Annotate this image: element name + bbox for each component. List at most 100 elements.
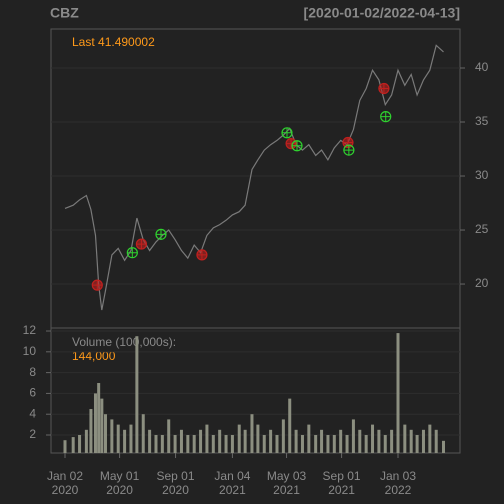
- volume-bar: [332, 435, 336, 453]
- volume-bar: [294, 429, 298, 453]
- volume-bar: [281, 419, 285, 453]
- volume-bar: [409, 429, 413, 453]
- marker-cross: [92, 280, 103, 291]
- x-tick-label: Jan 02 2020: [46, 469, 84, 497]
- volume-bar: [148, 429, 152, 453]
- volume-bar: [230, 435, 234, 453]
- y-tick-label: 4: [29, 406, 36, 420]
- marker-cross: [155, 229, 166, 240]
- y-tick-label: 12: [23, 323, 37, 337]
- volume-bar: [97, 383, 101, 453]
- volume-bar: [123, 429, 127, 453]
- volume-bar: [160, 435, 164, 453]
- volume-bar: [154, 435, 158, 453]
- marker-cross: [196, 249, 207, 260]
- x-tick-label: May 03 2021: [266, 469, 307, 497]
- volume-bar: [351, 419, 355, 453]
- volume-bar: [173, 435, 177, 453]
- volume-bar: [89, 409, 93, 453]
- marker-cross: [127, 247, 138, 258]
- volume-bar: [415, 435, 419, 453]
- volume-bar: [428, 424, 432, 453]
- marker-cross: [343, 145, 354, 156]
- marker-cross: [292, 140, 303, 151]
- volume-bar: [100, 398, 104, 453]
- marker-cross: [286, 138, 297, 149]
- volume-bar: [63, 440, 67, 453]
- volume-panel: [50, 327, 461, 454]
- signal-marker: [380, 111, 392, 123]
- volume-bar: [93, 393, 97, 453]
- signal-marker: [91, 279, 103, 291]
- signal-marker: [291, 140, 303, 152]
- volume-bar: [71, 437, 75, 453]
- volume-bar: [110, 419, 114, 453]
- y-tick-label: 2: [29, 427, 36, 441]
- y-tick-label: 20: [475, 276, 489, 290]
- volume-bar: [396, 333, 400, 453]
- volume-bar: [224, 435, 228, 453]
- signal-marker: [343, 144, 355, 156]
- volume-bar: [441, 440, 445, 453]
- y-tick-label: 10: [23, 344, 37, 358]
- chart-title: CBZ: [50, 5, 79, 21]
- y-tick-label: 30: [475, 168, 489, 182]
- volume-bar: [103, 414, 107, 453]
- volume-bar: [78, 435, 82, 453]
- signal-marker: [378, 82, 390, 95]
- volume-bar: [421, 429, 425, 453]
- signal-marker: [126, 247, 138, 259]
- signal-marker: [285, 138, 297, 150]
- volume-bar: [218, 429, 222, 453]
- marker-cross: [378, 83, 389, 94]
- volume-bar: [179, 429, 183, 453]
- x-tick-label: Sep 01 2021: [322, 469, 361, 497]
- volume-bar: [326, 435, 330, 453]
- y-tick-label: 40: [475, 60, 489, 74]
- volume-bar: [390, 429, 394, 453]
- price-line: [64, 44, 444, 311]
- last-price: Last 41.490002: [72, 35, 155, 49]
- chart-subtitle: [2020-01-02/2022-04-13]: [304, 5, 460, 21]
- marker-cross: [380, 111, 391, 122]
- x-tick-label: May 01 2020: [99, 469, 140, 497]
- volume-bar: [116, 424, 120, 453]
- signal-marker: [155, 228, 167, 240]
- volume-bar: [250, 414, 254, 453]
- y-tick-label: 8: [29, 365, 36, 379]
- volume-bar: [256, 424, 260, 453]
- volume-bar: [320, 429, 324, 453]
- volume-bar: [167, 419, 171, 453]
- volume-bar: [345, 435, 349, 453]
- volume-bar: [141, 414, 145, 453]
- signal-marker: [196, 249, 208, 261]
- signal-marker: [135, 238, 148, 250]
- volume-bar: [275, 435, 279, 453]
- x-tick-label: Sep 01 2020: [156, 469, 195, 497]
- volume-bar: [237, 424, 241, 453]
- marker-cross: [342, 137, 353, 148]
- volume-bar: [192, 435, 196, 453]
- volume-bar: [377, 429, 381, 453]
- volume-bar: [243, 429, 247, 453]
- marker-cross: [136, 239, 147, 250]
- volume-bar: [211, 435, 215, 453]
- volume-bar: [288, 398, 292, 453]
- volume-bar: [269, 429, 273, 453]
- volume-bar: [262, 435, 266, 453]
- signal-marker: [281, 127, 293, 139]
- volume-bar: [84, 429, 88, 453]
- volume-bar: [307, 424, 311, 453]
- y-tick-label: 6: [29, 386, 36, 400]
- volume-bar: [364, 435, 368, 453]
- volume-bar: [383, 435, 387, 453]
- volume-bar: [199, 429, 203, 453]
- y-tick-label: 35: [475, 114, 489, 128]
- x-tick-label: Jan 04 2021: [214, 469, 251, 497]
- volume-bar: [300, 435, 304, 453]
- volume-bar: [186, 435, 190, 453]
- volume-bar: [358, 429, 362, 453]
- x-tick-label: Jan 03 2022: [379, 469, 417, 497]
